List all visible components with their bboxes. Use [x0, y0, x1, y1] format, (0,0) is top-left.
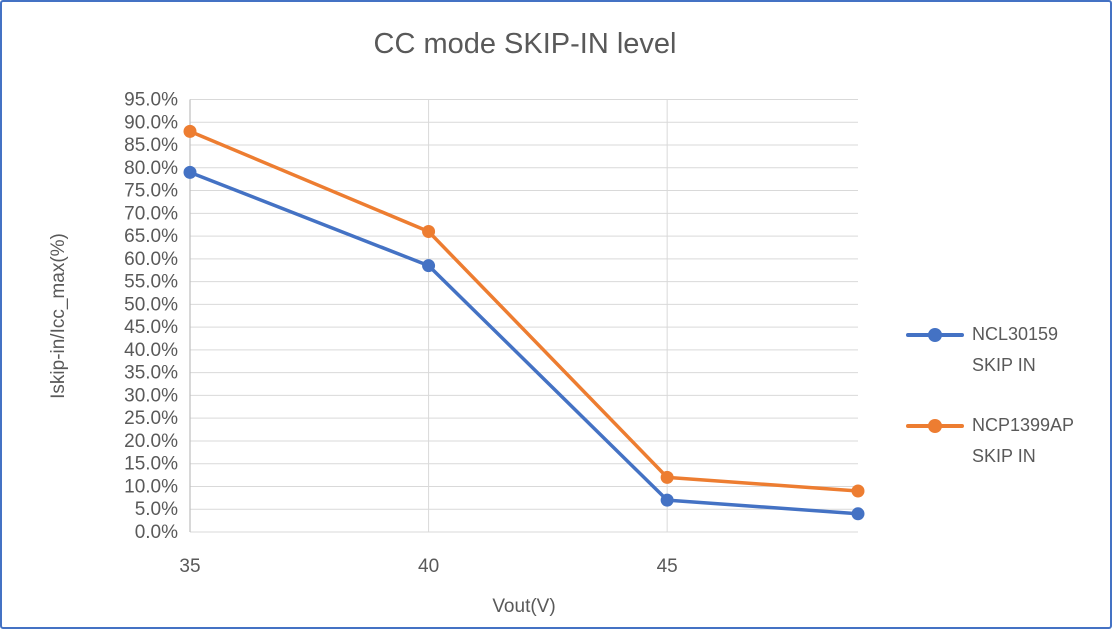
legend: NCL30159 SKIP IN NCP1399AP SKIP IN — [906, 319, 1074, 472]
y-tick-label: 10.0% — [124, 476, 178, 497]
y-tick-label: 35.0% — [124, 363, 178, 384]
y-tick-label: 15.0% — [124, 454, 178, 475]
x-tick-label: 45 — [657, 556, 678, 577]
y-tick-label: 55.0% — [124, 272, 178, 293]
legend-label-line2: SKIP IN — [972, 446, 1036, 466]
y-tick-label: 90.0% — [124, 112, 178, 133]
y-tick-label: 60.0% — [124, 249, 178, 270]
data-point-marker-0 — [660, 493, 674, 507]
y-tick-label: 20.0% — [124, 431, 178, 452]
data-point-marker-1 — [422, 225, 436, 239]
legend-line-marker-icon — [906, 319, 964, 350]
chart-title: CC mode SKIP-IN level — [373, 28, 677, 60]
y-tick-label: 50.0% — [124, 294, 178, 315]
y-tick-label: 75.0% — [124, 181, 178, 202]
y-tick-label: 0.0% — [135, 522, 178, 543]
y-tick-label: 25.0% — [124, 408, 178, 429]
data-point-marker-0 — [183, 165, 197, 179]
x-axis-title: Vout(V) — [492, 596, 556, 617]
legend-entry-ncl30159: NCL30159 SKIP IN — [906, 319, 1074, 381]
x-tick-label: 35 — [179, 556, 200, 577]
y-tick-label: 95.0% — [124, 90, 178, 111]
data-point-marker-1 — [660, 470, 674, 484]
y-tick-label: 5.0% — [135, 499, 178, 520]
data-point-marker-1 — [183, 124, 197, 138]
legend-label-line1: NCP1399AP — [972, 415, 1075, 435]
legend-label: NCP1399AP SKIP IN — [972, 410, 1074, 472]
series-line-1 — [188, 129, 860, 493]
data-point-marker-0 — [851, 507, 865, 521]
y-axis-title: Iskip-in/Icc_max(%) — [48, 233, 69, 399]
y-tick-label: 45.0% — [124, 317, 178, 338]
legend-entry-ncp1399ap: NCP1399AP SKIP IN — [906, 410, 1074, 472]
y-tick-label: 85.0% — [124, 135, 178, 156]
y-tick-label: 80.0% — [124, 158, 178, 179]
legend-label-line1: NCL30159 — [972, 324, 1059, 344]
x-tick-label: 40 — [418, 556, 439, 577]
legend-label-line2: SKIP IN — [972, 355, 1036, 375]
data-point-marker-1 — [851, 484, 865, 498]
y-tick-label: 40.0% — [124, 340, 178, 361]
y-tick-label: 30.0% — [124, 385, 178, 406]
legend-label: NCL30159 SKIP IN — [972, 319, 1058, 381]
y-tick-label: 65.0% — [124, 226, 178, 247]
series-line-0 — [188, 170, 860, 516]
y-tick-label: 70.0% — [124, 203, 178, 224]
data-point-marker-0 — [422, 259, 436, 273]
legend-line-marker-icon — [906, 410, 964, 441]
